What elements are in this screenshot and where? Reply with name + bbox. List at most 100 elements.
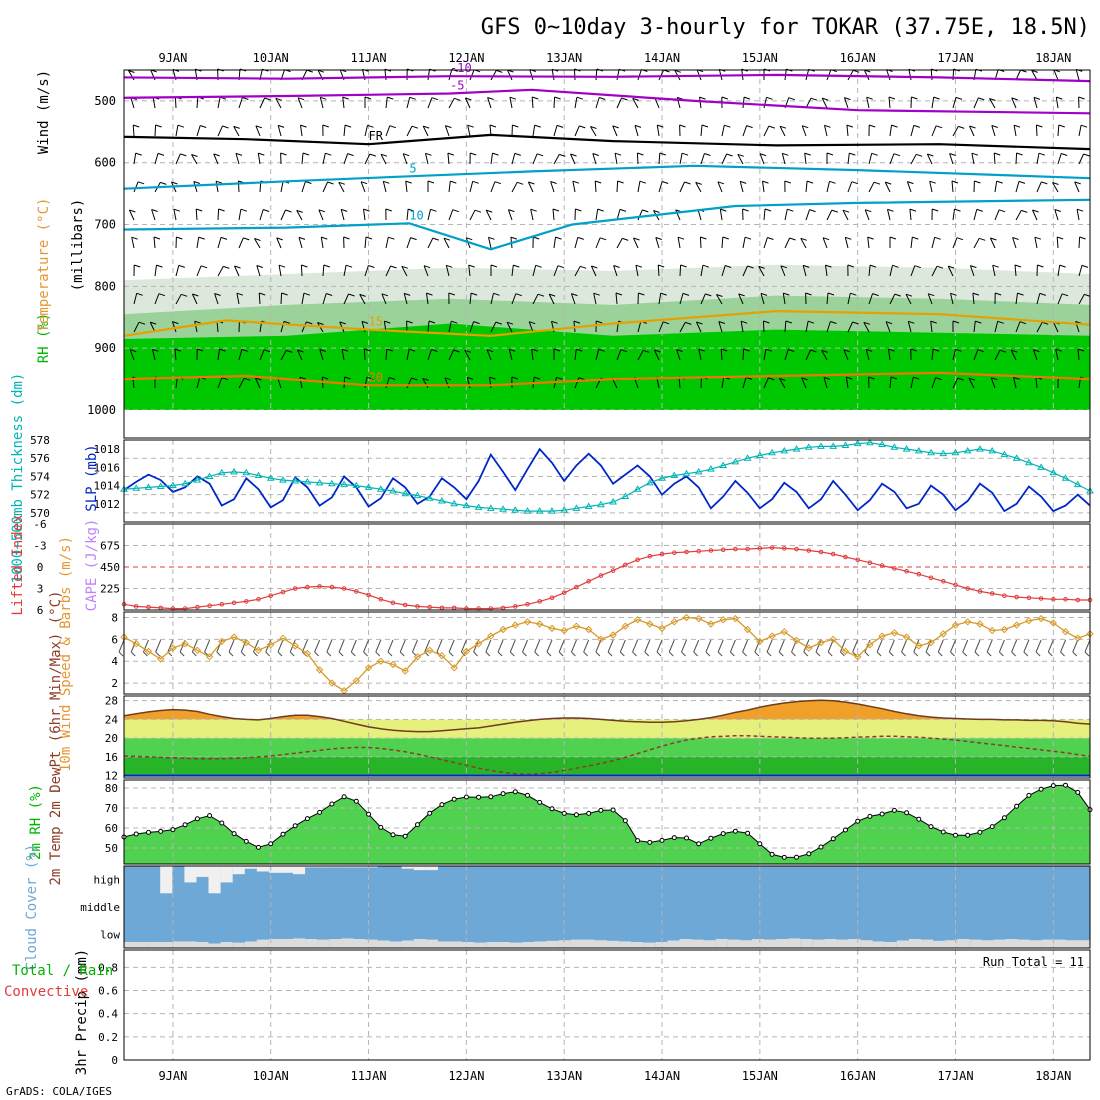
isotherm-label: FR <box>369 129 384 143</box>
rh-marker <box>599 808 603 812</box>
rh-marker <box>403 834 407 838</box>
rh-marker <box>648 840 652 844</box>
rh-marker <box>1076 790 1080 794</box>
isotherm-label: 15 <box>369 315 383 329</box>
cloud-low-bar <box>124 942 136 948</box>
chart-title: GFS 0~10day 3-hourly for TOKAR (37.75E, … <box>481 15 1090 40</box>
isotherm-label: -5 <box>450 78 464 92</box>
rh-marker <box>611 808 615 812</box>
precip-tick: 0.2 <box>98 1031 118 1044</box>
rh-marker <box>892 808 896 812</box>
rh-marker <box>685 836 689 840</box>
rh-marker <box>782 855 786 859</box>
wind-barb <box>175 97 176 108</box>
top-date-label: 14JAN <box>644 51 680 65</box>
rh-tick: 70 <box>105 802 118 815</box>
upper-ylabel: Temperature (°C) <box>36 198 52 333</box>
upper-ylabel: Wind (m/s) <box>36 70 52 154</box>
cape-tick: 450 <box>100 561 120 574</box>
rh-marker <box>281 832 285 836</box>
rh-marker <box>526 793 530 797</box>
rh-marker <box>758 842 762 846</box>
rh-marker <box>978 830 982 834</box>
rh-marker <box>929 825 933 829</box>
cloud-high-gap <box>160 866 172 893</box>
cloud-low-bar <box>1054 940 1066 948</box>
cloud-low-bar <box>692 940 704 948</box>
meteogram: GFS 0~10day 3-hourly for TOKAR (37.75E, … <box>0 0 1100 1100</box>
precip-tick: 0 <box>111 1054 118 1067</box>
cloud-low-bar <box>909 939 921 948</box>
cloud-low-bar <box>196 942 208 948</box>
rh-marker <box>697 842 701 846</box>
cloud-low-bar <box>873 941 885 948</box>
bottom-date-label: 17JAN <box>937 1069 973 1083</box>
cloud-low-bar <box>704 940 716 948</box>
pressure-tick: 800 <box>94 279 116 293</box>
cloud-low-bar <box>209 944 221 949</box>
cloud-low-bar <box>933 941 945 948</box>
cloud-low-bar <box>583 940 595 948</box>
rh-marker <box>721 832 725 836</box>
rh-marker <box>1002 816 1006 820</box>
rh-marker <box>1015 804 1019 808</box>
rh-marker <box>636 839 640 843</box>
rh-marker <box>709 836 713 840</box>
cloud-low-bar <box>547 941 559 948</box>
top-date-label: 12JAN <box>448 51 484 65</box>
cloud-low-bar <box>462 942 474 948</box>
top-date-label: 9JAN <box>158 51 187 65</box>
wind-barb <box>617 181 618 192</box>
thickness-tick: 576 <box>30 452 50 465</box>
li-tick: 0 <box>37 561 44 574</box>
li-tick: 6 <box>37 604 44 617</box>
footer-credit: GrADS: COLA/IGES <box>6 1085 112 1098</box>
cloud-low-bar <box>643 943 655 948</box>
isotherm-label: 5 <box>409 161 416 175</box>
precip-legend-convective: Convective <box>4 984 88 1000</box>
cloud-low-bar <box>957 939 969 948</box>
cloud-low-bar <box>136 942 148 948</box>
cloud-low-bar <box>474 943 486 948</box>
precip-tick: 0.4 <box>98 1008 118 1021</box>
cloud-low-bar <box>897 941 909 949</box>
wind-barb <box>680 265 681 276</box>
rh-marker <box>623 819 627 823</box>
wind-barb <box>364 349 365 360</box>
wind-tick: 8 <box>111 611 118 624</box>
cloud-low-bar <box>1066 940 1078 948</box>
cloud-low-bar <box>667 941 679 949</box>
cloud-low-bar <box>607 941 619 948</box>
cloud-low-bar <box>595 940 607 948</box>
cloud-low-bar <box>498 942 510 948</box>
temp-band <box>124 757 1090 776</box>
cloud-low-bar <box>571 940 583 948</box>
rh-marker <box>880 812 884 816</box>
temp-tick: 24 <box>105 713 119 726</box>
cloud-low-bar <box>172 941 184 948</box>
wind-tick: 6 <box>111 633 118 646</box>
cloud-low-bar <box>523 942 535 948</box>
pressure-tick: 1000 <box>87 403 116 417</box>
rh-marker <box>868 814 872 818</box>
wind-barb <box>554 97 555 108</box>
cloud-high-gap <box>257 866 269 872</box>
wind-barb <box>1036 125 1037 136</box>
rh-marker <box>318 810 322 814</box>
bottom-date-label: 10JAN <box>253 1069 289 1083</box>
cloud-ylabel: Cloud Cover (%) <box>24 844 40 970</box>
temp-ylabel: 2m Temp 2m DewPt (6hr Min/Max) (°C) <box>48 590 64 885</box>
rh-marker <box>941 830 945 834</box>
rh-marker <box>513 790 517 794</box>
top-date-label: 18JAN <box>1035 51 1071 65</box>
li-tick: -6 <box>33 518 46 531</box>
cloud-low-bar <box>716 939 728 948</box>
rh-marker <box>831 837 835 841</box>
rh-marker <box>293 824 297 828</box>
rh-marker <box>305 817 309 821</box>
slp-ylabel-right: SLP (mb) <box>84 444 100 511</box>
rh-marker <box>269 842 273 846</box>
rh-marker <box>538 800 542 804</box>
temp-tick: 12 <box>105 770 118 783</box>
temp-tick: 20 <box>105 732 118 745</box>
